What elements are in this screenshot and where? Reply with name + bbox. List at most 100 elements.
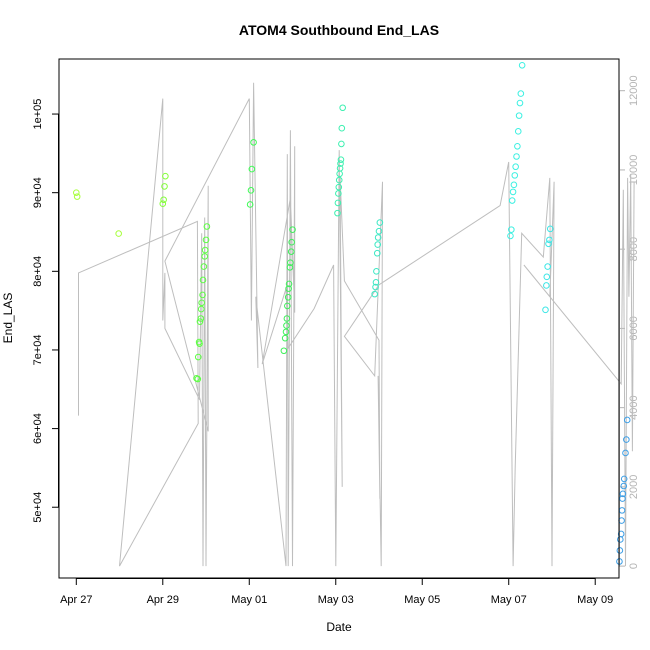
- data-point: [198, 299, 206, 307]
- y2-tick-label: 6000: [628, 316, 640, 340]
- data-point: [159, 200, 167, 207]
- secondary-trace: [78, 82, 635, 567]
- data-point: [374, 234, 382, 241]
- data-point: [336, 165, 344, 172]
- data-point: [546, 225, 554, 233]
- data-point: [373, 268, 380, 275]
- data-point: [508, 226, 515, 233]
- data-point: [510, 181, 518, 189]
- data-point: [515, 112, 523, 119]
- data-point: [376, 219, 384, 226]
- x-tick-label: Apr 29: [147, 594, 179, 606]
- chart-title: ATOM4 Southbound End_LAS: [239, 22, 439, 38]
- data-point: [338, 124, 346, 132]
- data-point: [372, 283, 379, 291]
- data-point: [201, 246, 209, 254]
- x-tick-label: May 01: [231, 594, 267, 606]
- y-tick-label: 7e+04: [32, 335, 44, 366]
- data-point: [619, 495, 626, 502]
- data-point: [337, 160, 344, 167]
- y-tick-label: 1e+05: [32, 99, 44, 130]
- data-point: [162, 172, 169, 180]
- data-point: [194, 375, 202, 383]
- data-point: [197, 305, 205, 313]
- data-point: [283, 315, 291, 322]
- data-point: [335, 176, 343, 184]
- data-point: [289, 226, 296, 233]
- x-axis-label: Date: [326, 620, 352, 634]
- data-point: [372, 279, 380, 286]
- data-point: [375, 227, 383, 235]
- data-point: [620, 475, 628, 483]
- data-point: [514, 128, 522, 135]
- y-tick-label: 5e+04: [32, 492, 44, 523]
- data-point: [334, 209, 341, 217]
- data-point: [281, 334, 289, 342]
- data-point: [283, 322, 290, 329]
- data-point: [280, 347, 288, 355]
- data-point: [334, 199, 342, 207]
- data-point: [373, 249, 381, 257]
- data-point: [196, 318, 204, 325]
- data-point: [196, 340, 203, 347]
- data-point: [285, 280, 293, 288]
- data-point: [619, 490, 627, 498]
- data-point: [246, 201, 254, 208]
- data-point: [623, 416, 631, 424]
- data-points: [72, 61, 631, 565]
- data-point: [286, 264, 294, 271]
- y-tick-label: 6e+04: [32, 413, 44, 444]
- data-point: [287, 248, 295, 255]
- data-point: [616, 536, 624, 543]
- y-tick-label: 9e+04: [32, 177, 44, 208]
- data-point: [616, 547, 624, 554]
- trace-line: [78, 82, 635, 567]
- data-point: [199, 276, 207, 284]
- data-point: [514, 142, 521, 150]
- data-point: [339, 104, 346, 112]
- data-point: [509, 188, 517, 196]
- data-point: [371, 290, 378, 298]
- data-point: [542, 306, 549, 314]
- data-point: [284, 293, 292, 301]
- x-tick-label: May 03: [318, 594, 354, 606]
- data-point: [546, 236, 553, 244]
- data-point: [194, 353, 202, 361]
- data-point: [617, 530, 625, 538]
- data-point: [543, 282, 550, 289]
- data-point: [517, 90, 525, 97]
- data-point: [513, 153, 520, 160]
- data-point: [285, 285, 292, 292]
- x-tick-label: May 05: [404, 594, 440, 606]
- data-point: [622, 449, 629, 457]
- data-point: [282, 328, 290, 336]
- data-point: [516, 99, 524, 107]
- data-point: [247, 187, 255, 194]
- plot-frame: [58, 58, 620, 579]
- y2-tick-label: 10000: [628, 155, 640, 186]
- data-point: [518, 61, 526, 69]
- x-tick-label: May 09: [577, 594, 613, 606]
- axes: Apr 27 Apr 29 May 01 May 03 May 05 May 07 May …: [32, 99, 613, 606]
- data-point: [193, 374, 200, 382]
- y2-tick-label: 12000: [628, 75, 640, 106]
- data-point: [202, 236, 210, 244]
- data-point: [73, 193, 81, 200]
- data-point: [197, 315, 205, 322]
- y-axis-label: End_LAS: [1, 293, 15, 344]
- x-tick-label: Apr 27: [60, 594, 92, 606]
- data-point: [512, 163, 519, 171]
- data-point: [618, 507, 626, 514]
- y2-tick-label: 0: [628, 563, 640, 569]
- data-point: [115, 230, 122, 237]
- data-point: [374, 241, 382, 248]
- data-point: [543, 273, 551, 281]
- data-point: [288, 238, 295, 246]
- data-point: [72, 189, 80, 196]
- data-point: [284, 302, 291, 310]
- data-point: [335, 183, 343, 191]
- y-tick-label: 8e+04: [32, 256, 44, 287]
- data-point: [620, 482, 628, 490]
- y2-tick-label: 2000: [628, 475, 640, 499]
- data-point: [199, 291, 206, 299]
